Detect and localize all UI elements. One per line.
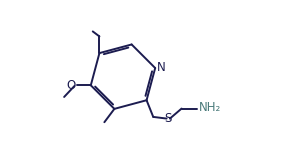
Text: N: N [157, 61, 166, 74]
Text: S: S [164, 112, 172, 125]
Text: NH₂: NH₂ [199, 101, 221, 114]
Text: O: O [67, 79, 76, 92]
